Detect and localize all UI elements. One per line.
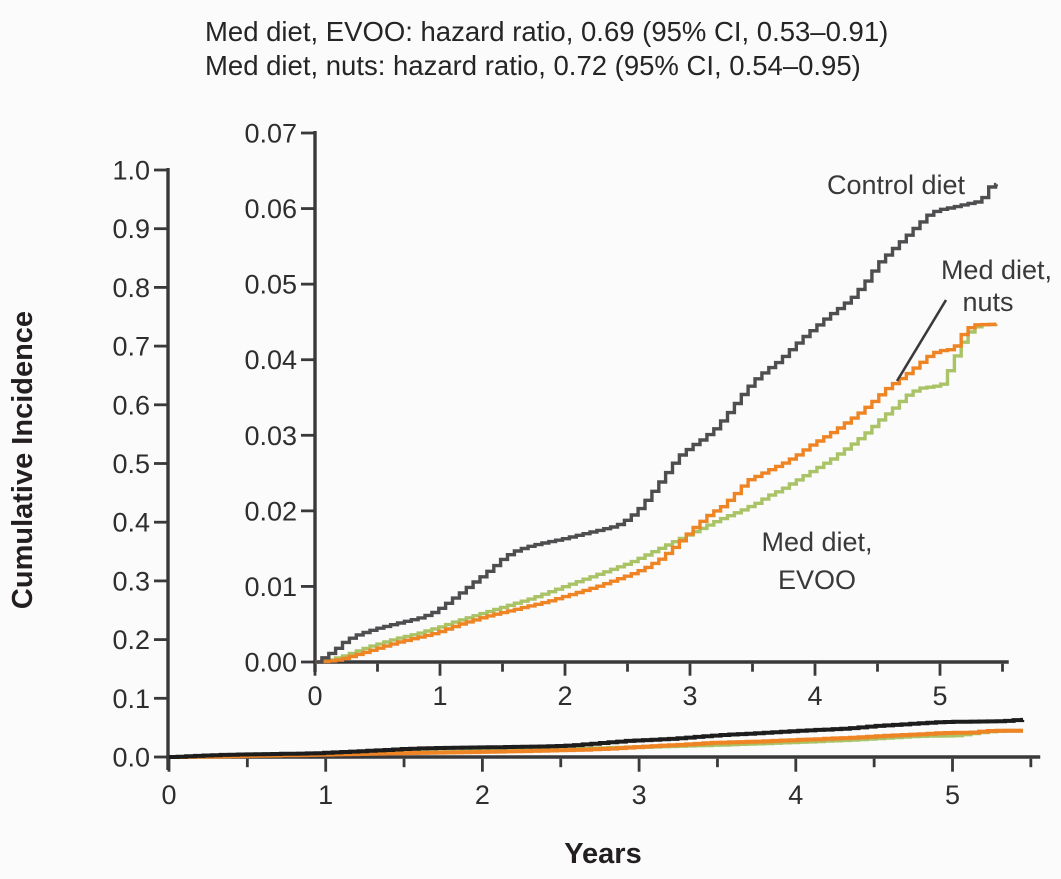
- inset-x-tick-label: 1: [432, 681, 447, 711]
- inset-y-tick-label: 0.02: [244, 496, 297, 526]
- main-y-tick-label: 0.6: [112, 390, 150, 420]
- curves-layer: [169, 182, 1025, 759]
- inset-y-tick-label: 0.06: [244, 194, 297, 224]
- inset-y-tick-label: 0.03: [244, 421, 297, 451]
- main-x-tick-label: 5: [945, 780, 960, 810]
- curve-label-nuts-line2: nuts: [962, 287, 1013, 317]
- main-y-tick-label: 0.7: [112, 332, 150, 362]
- main-x-tick-label: 3: [632, 780, 647, 810]
- curve-label-control-diet: Control diet: [827, 170, 966, 200]
- axes-layer: 0.0 0.1 0.2 0.3 0.4 0.5 0.6 0.7 0.8 0.9 1.0 0 1 2 3 4 5 0…: [112, 119, 1041, 810]
- y-axis-title: Cumulative Incidence: [7, 311, 39, 609]
- main-y-tick-label: 0.4: [112, 508, 150, 538]
- main-y-tick-label: 0.2: [112, 625, 150, 655]
- curve-label-evoo-line1: Med diet,: [761, 527, 872, 557]
- inset-curve-med-diet-nuts: [315, 322, 998, 664]
- main-curve-control-diet: [169, 717, 1025, 759]
- inset-curve-med-diet-evoo: [315, 322, 998, 664]
- main-x-tick-label: 2: [475, 780, 490, 810]
- main-y-tick-label: 0.5: [112, 449, 150, 479]
- inset-x-tick-label: 0: [307, 681, 322, 711]
- inset-y-tick-label: 0.04: [244, 345, 297, 375]
- main-x-tick-label: 1: [318, 780, 333, 810]
- main-y-tick-label: 0.0: [112, 743, 150, 773]
- main-y-tick-label: 0.1: [112, 684, 150, 714]
- main-y-tick-label: 0.9: [112, 214, 150, 244]
- inset-x-tick-label: 5: [932, 681, 947, 711]
- inset-y-tick-label: 0.01: [244, 572, 297, 602]
- main-y-tick-label: 1.0: [112, 156, 150, 186]
- main-y-tick-label: 0.3: [112, 566, 150, 596]
- hazard-ratio-annotation-nuts: Med diet, nuts: hazard ratio, 0.72 (95% …: [205, 50, 861, 81]
- inset-y-tick-label: 0.07: [244, 119, 297, 149]
- curve-label-evoo-line2: EVOO: [778, 565, 856, 595]
- hazard-ratio-annotation-evoo: Med diet, EVOO: hazard ratio, 0.69 (95% …: [205, 16, 888, 47]
- inset-y-tick-label: 0.05: [244, 270, 297, 300]
- x-axis-title: Years: [564, 838, 641, 870]
- inset-x-tick-label: 3: [682, 681, 697, 711]
- main-y-tick-label: 0.8: [112, 273, 150, 303]
- main-x-tick-label: 0: [161, 780, 176, 810]
- inset-x-tick-label: 2: [557, 681, 572, 711]
- inset-y-tick-label: 0.00: [244, 648, 297, 678]
- inset-curve-control-diet: [315, 182, 998, 664]
- inset-x-tick-label: 4: [807, 681, 822, 711]
- nuts-label-leader-line: [895, 299, 948, 382]
- main-x-tick-label: 4: [788, 780, 803, 810]
- curve-label-nuts-line1: Med diet,: [941, 255, 1052, 285]
